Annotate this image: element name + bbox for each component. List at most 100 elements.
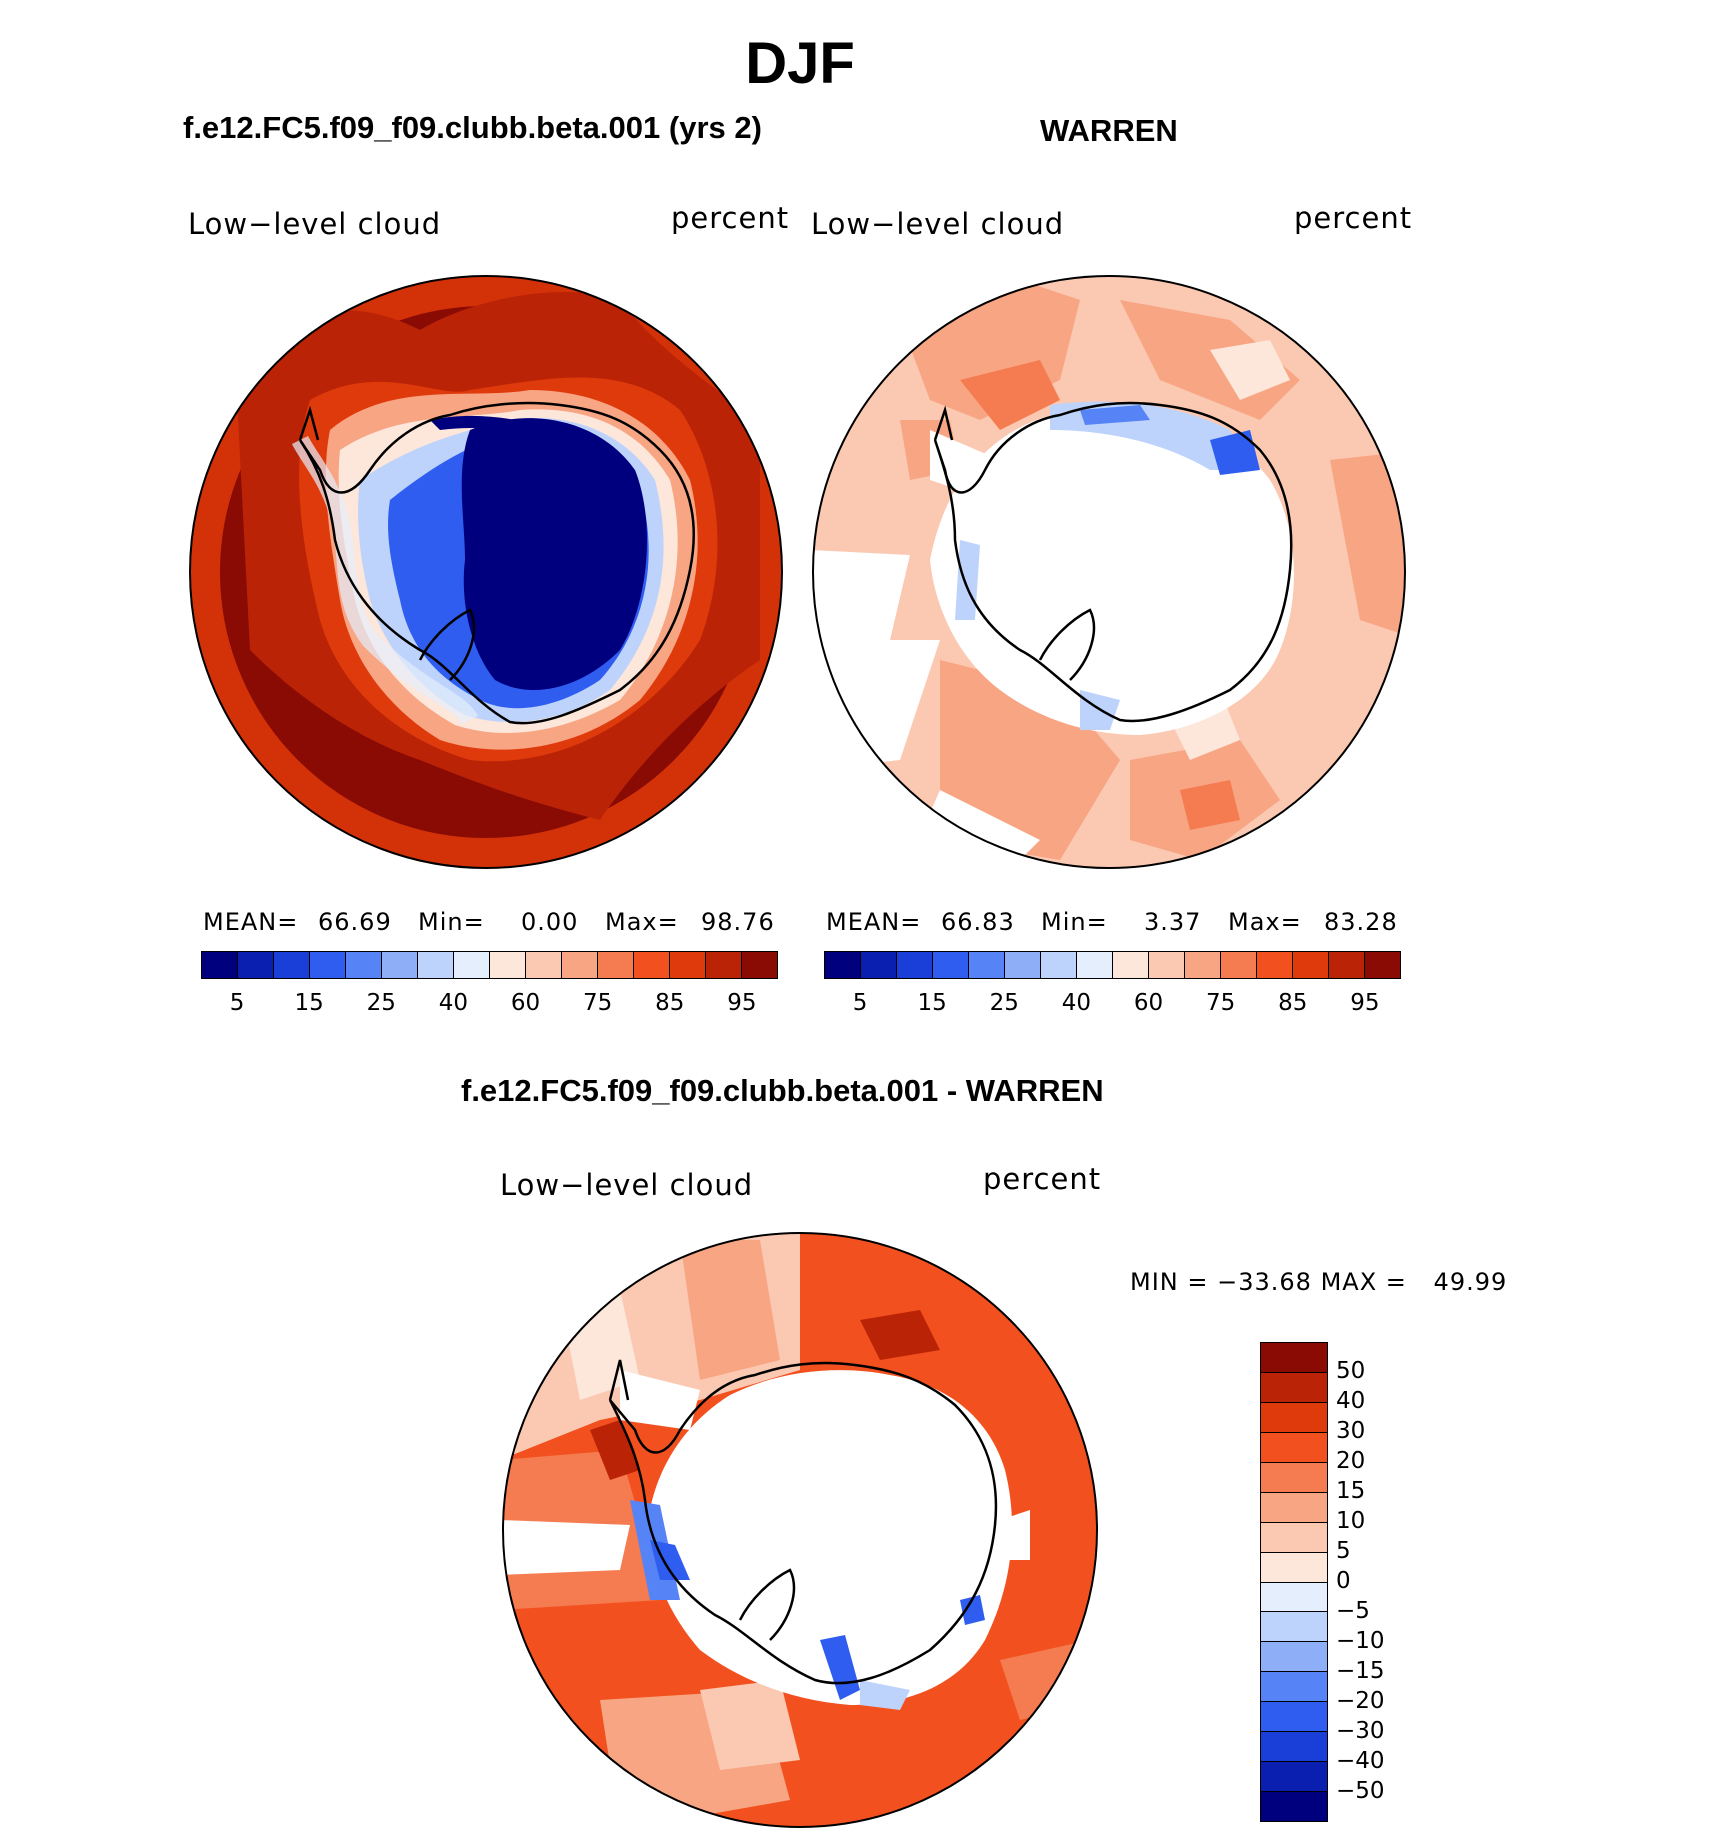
panel-1-colorbar-tick-label: 75 [583, 990, 613, 1016]
colorbar-swatch [1261, 1432, 1327, 1463]
difference-polar-map [503, 1233, 1097, 1827]
colorbar-swatch [346, 952, 382, 978]
colorbar-swatch [562, 952, 598, 978]
difference-max-label: MAX = [1320, 1268, 1407, 1296]
colorbar-swatch [1261, 1582, 1327, 1613]
panel-1-colorbar-tick-label: 5 [229, 990, 245, 1016]
difference-colorbar-tick-label: 50 [1336, 1358, 1366, 1384]
colorbar-swatch [1261, 1522, 1327, 1553]
panel-2-max-value: 83.28 [1324, 908, 1398, 936]
colorbar-swatch [1261, 1462, 1327, 1493]
panel-2-max-label: Max= [1228, 908, 1302, 936]
difference-colorbar-tick-label: 5 [1336, 1538, 1351, 1564]
colorbar-swatch [1261, 1343, 1327, 1373]
difference-max-value: 49.99 [1433, 1268, 1508, 1296]
colorbar-swatch [1113, 952, 1149, 978]
colorbar-swatch [1293, 952, 1329, 978]
warren-polar-map [813, 276, 1405, 868]
difference-colorbar-tick-label: −5 [1336, 1598, 1370, 1624]
panel-1-title: f.e12.FC5.f09_f09.clubb.beta.001 (yrs 2) [183, 110, 762, 145]
difference-colorbar-tick-label: −40 [1336, 1748, 1385, 1774]
colorbar-swatch [526, 952, 562, 978]
model-polar-map [190, 276, 782, 868]
colorbar-swatch [1261, 1492, 1327, 1523]
colorbar-swatch [742, 952, 777, 978]
difference-colorbar-tick-label: 30 [1336, 1418, 1366, 1444]
colorbar-swatch [1261, 1792, 1327, 1821]
difference-min-value: −33.68 [1217, 1268, 1312, 1296]
panel-2-colorbar-tick-label: 95 [1350, 990, 1380, 1016]
panel-2-colorbar-tick-label: 5 [852, 990, 868, 1016]
panel-2-min-label: Min= [1041, 908, 1108, 936]
colorbar-swatch [969, 952, 1005, 978]
colorbar-swatch [310, 952, 346, 978]
panel-1-colorbar-tick-label: 95 [727, 990, 757, 1016]
colorbar-swatch [1257, 952, 1293, 978]
colorbar-swatch [634, 952, 670, 978]
colorbar-swatch [1261, 1642, 1327, 1673]
panel-1-colorbar-tick-label: 40 [438, 990, 469, 1016]
panel-2-colorbar-tick-label: 85 [1278, 990, 1308, 1016]
colorbar-swatch [1077, 952, 1113, 978]
panel-1-colorbar-tick-label: 25 [366, 990, 396, 1016]
panel-2-colorbar [824, 951, 1401, 979]
colorbar-swatch [1261, 1702, 1327, 1733]
panel-1-min-label: Min= [418, 908, 485, 936]
panel-2-min-value: 3.37 [1144, 908, 1202, 936]
colorbar-swatch [1261, 1672, 1327, 1703]
colorbar-swatch [1261, 1732, 1327, 1763]
colorbar-swatch [897, 952, 933, 978]
difference-colorbar-tick-label: −50 [1336, 1778, 1385, 1804]
panel-1-mean-label: MEAN= [203, 908, 299, 936]
panel-1-max-label: Max= [605, 908, 679, 936]
colorbar-swatch [1261, 1552, 1327, 1583]
panel-1-variable-label: Low−level cloud [188, 207, 442, 241]
panel-2-colorbar-tick-label: 60 [1133, 990, 1164, 1016]
difference-min-label: MIN = [1130, 1268, 1209, 1296]
colorbar-swatch [274, 952, 310, 978]
difference-title: f.e12.FC5.f09_f09.clubb.beta.001 - WARRE… [461, 1073, 1104, 1108]
colorbar-swatch [1041, 952, 1077, 978]
panel-1-colorbar-tick-label: 85 [655, 990, 685, 1016]
panel-2-colorbar-tick-label: 25 [989, 990, 1019, 1016]
colorbar-swatch [382, 952, 418, 978]
colorbar-swatch [1261, 1612, 1327, 1643]
colorbar-swatch [1365, 952, 1400, 978]
panel-2-colorbar-tick-label: 40 [1061, 990, 1092, 1016]
colorbar-swatch [706, 952, 742, 978]
colorbar-swatch [933, 952, 969, 978]
panel-1-colorbar-tick-label: 15 [294, 990, 324, 1016]
difference-units-label: percent [983, 1162, 1102, 1196]
colorbar-swatch [490, 952, 526, 978]
difference-colorbar-tick-label: −30 [1336, 1718, 1385, 1744]
difference-colorbar-tick-label: −10 [1336, 1628, 1385, 1654]
panel-2-title: WARREN [1040, 113, 1178, 148]
panel-2-variable-label: Low−level cloud [811, 207, 1065, 241]
colorbar-swatch [418, 952, 454, 978]
difference-colorbar-tick-label: 15 [1336, 1478, 1366, 1504]
difference-variable-label: Low−level cloud [500, 1168, 754, 1202]
difference-colorbar [1260, 1342, 1328, 1822]
colorbar-swatch [202, 952, 238, 978]
panel-1-colorbar-tick-label: 60 [510, 990, 541, 1016]
colorbar-swatch [825, 952, 861, 978]
colorbar-swatch [670, 952, 706, 978]
difference-minmax: MIN = −33.68 MAX = 49.99 [1130, 1268, 1507, 1296]
colorbar-swatch [238, 952, 274, 978]
colorbar-swatch [1261, 1402, 1327, 1433]
difference-colorbar-tick-label: 20 [1336, 1448, 1366, 1474]
colorbar-swatch [598, 952, 634, 978]
colorbar-swatch [1261, 1372, 1327, 1403]
colorbar-swatch [861, 952, 897, 978]
difference-colorbar-tick-label: 0 [1336, 1568, 1351, 1594]
colorbar-swatch [1005, 952, 1041, 978]
main-title: DJF [745, 31, 855, 96]
panel-2-mean-label: MEAN= [826, 908, 922, 936]
panel-2-colorbar-tick-label: 75 [1206, 990, 1236, 1016]
panel-1-min-value: 0.00 [521, 908, 579, 936]
panel-2-units-label: percent [1294, 201, 1413, 235]
difference-colorbar-tick-label: −20 [1336, 1688, 1385, 1714]
panel-1-mean-value: 66.69 [318, 908, 392, 936]
panel-1-units-label: percent [671, 201, 790, 235]
